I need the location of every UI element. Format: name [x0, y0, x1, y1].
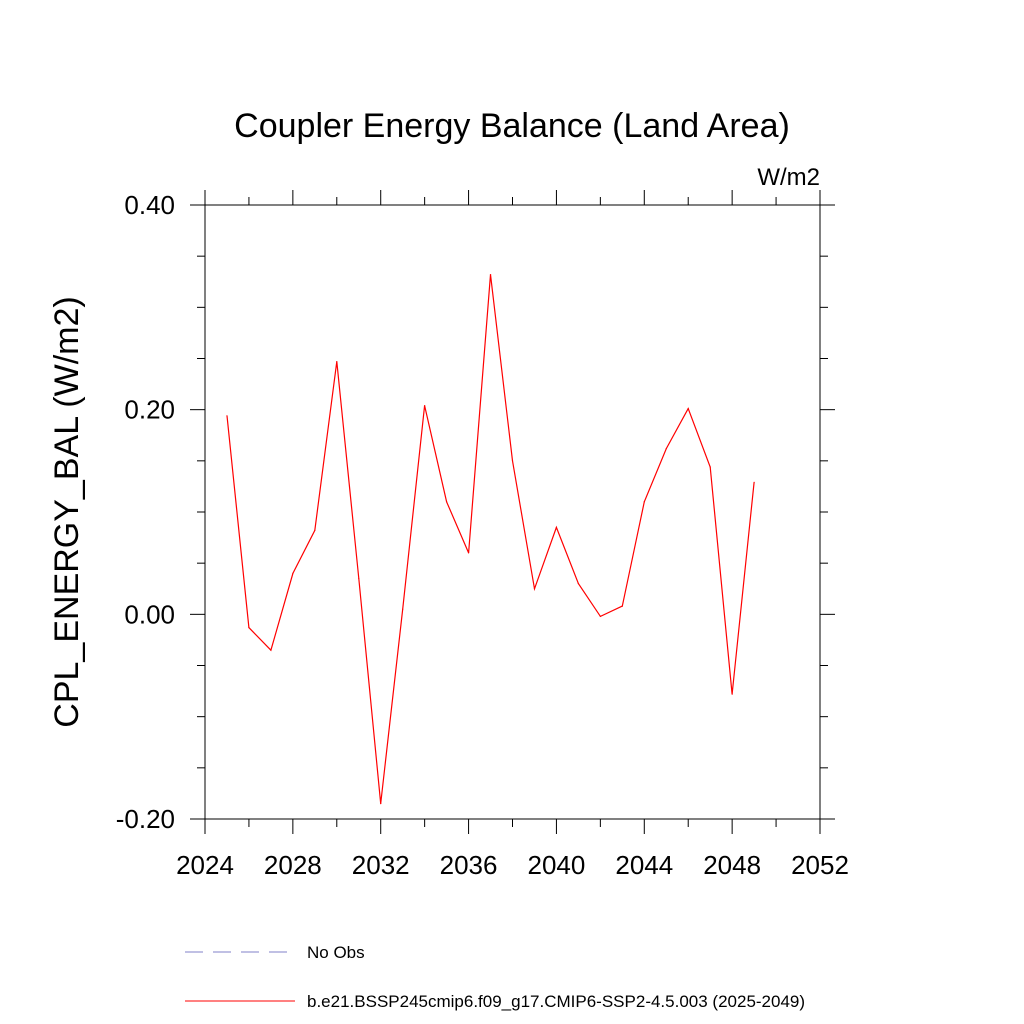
data-point [336, 360, 338, 363]
data-point [599, 615, 601, 617]
data-point [731, 693, 733, 695]
data-point [270, 649, 272, 651]
data-point [643, 501, 645, 503]
data-point [489, 273, 492, 276]
data-point [358, 577, 360, 580]
data-point [314, 529, 316, 532]
data-point [753, 481, 755, 483]
units-label: W/m2 [757, 164, 820, 191]
data-point [533, 588, 536, 590]
data-point [687, 408, 689, 410]
y-tick-label: 0.00 [124, 599, 175, 629]
chart-title: Coupler Energy Balance (Land Area) [234, 107, 790, 145]
x-tick-labels: 2024 2028 2032 2036 2040 2044 2048 2052 [176, 850, 849, 880]
data-point [446, 501, 448, 503]
legend-label: b.e21.BSSP245cmip6.f09_g17.CMIP6-SSP2-4.… [307, 992, 805, 1011]
data-point [665, 447, 667, 450]
x-tick-label: 2028 [264, 850, 322, 880]
data-point [577, 583, 579, 585]
x-tick-label: 2040 [528, 850, 586, 880]
legend-label: No Obs [307, 943, 365, 962]
series-layer [226, 273, 755, 805]
plot-frame [204, 204, 821, 820]
data-point [709, 466, 711, 468]
data-point [467, 552, 470, 554]
y-tick-labels: -0.20 0.00 0.20 0.40 [116, 190, 175, 834]
x-tick-label: 2036 [440, 850, 498, 880]
y-tick-label: 0.40 [124, 190, 175, 220]
data-point [511, 460, 514, 462]
data-point [621, 605, 623, 607]
x-tick-label: 2052 [791, 850, 849, 880]
x-tick-label: 2032 [352, 850, 410, 880]
x-tick-label: 2024 [176, 850, 234, 880]
y-tick-label: -0.20 [116, 804, 175, 834]
data-point [380, 803, 382, 805]
y-axis-label: CPL_ENERGY_BAL (W/m2) [48, 296, 86, 727]
series-line [226, 274, 755, 804]
x-tick-label: 2044 [615, 850, 673, 880]
data-point [248, 627, 250, 629]
data-point [292, 572, 294, 575]
axis-ticks [190, 190, 835, 834]
legend: No Obs b.e21.BSSP245cmip6.f09_g17.CMIP6-S… [185, 943, 805, 1011]
data-point [424, 404, 426, 407]
data-point [555, 526, 558, 528]
data-point [226, 415, 228, 417]
y-tick-label: 0.20 [124, 395, 175, 425]
data-point [402, 608, 404, 610]
x-tick-label: 2048 [703, 850, 761, 880]
